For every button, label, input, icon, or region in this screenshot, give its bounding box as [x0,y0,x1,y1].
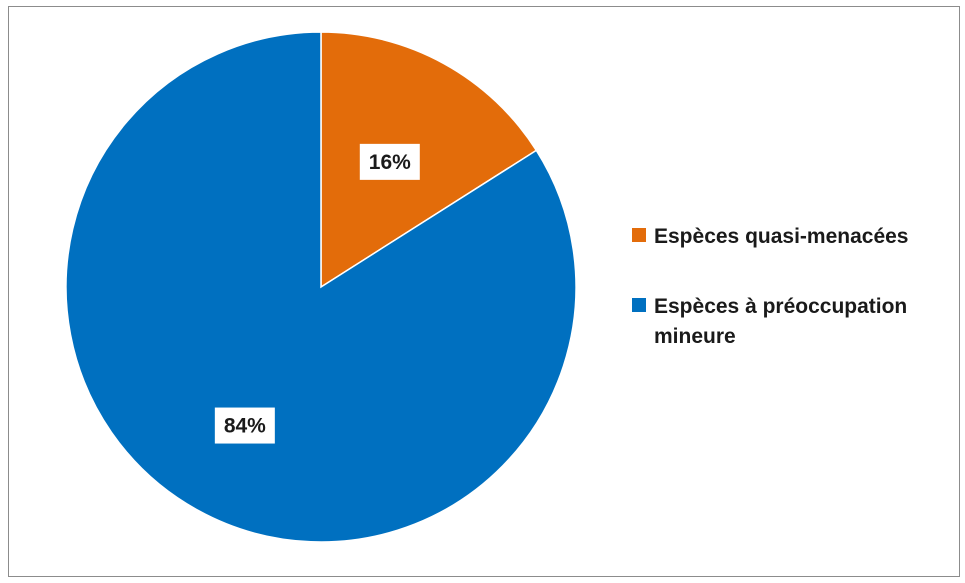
legend-label-quasi-menacees: Espèces quasi-menacées [654,225,909,248]
pie-slice-quasi-menacees [320,31,538,289]
legend: Espèces quasi-menacées Espèces à préoccu… [632,222,962,392]
pie-slices [65,31,577,543]
data-label-quasi-menacees: 16% [369,151,411,174]
legend-swatch-preoccupation-mineure [632,298,646,312]
pie-slice-preoccupation-mineure [65,31,577,543]
data-label-box-quasi-menacees [359,143,420,180]
legend-swatch-quasi-menacees [632,228,646,242]
legend-label-preoccupation-mineure: Espèces à préoccupation mineure [654,295,908,348]
data-label-box-preoccupation-mineure [214,407,275,444]
data-label-preoccupation-mineure: 84% [224,415,266,438]
legend-entry-quasi-menacees: Espèces quasi-menacées [632,222,962,252]
legend-entry-preoccupation-mineure: Espèces à préoccupation mineure [632,292,962,352]
pie-data-labels: 16% 84% [214,143,420,444]
